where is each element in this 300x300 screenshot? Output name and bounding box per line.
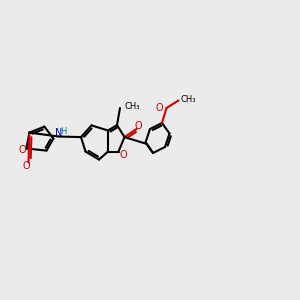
- Text: CH₃: CH₃: [181, 95, 197, 104]
- Text: N: N: [55, 128, 62, 138]
- Text: O: O: [156, 103, 164, 113]
- Text: O: O: [22, 161, 30, 171]
- Text: O: O: [134, 121, 142, 131]
- Text: O: O: [119, 149, 127, 160]
- Text: CH₃: CH₃: [124, 102, 140, 111]
- Text: O: O: [19, 145, 27, 155]
- Text: H: H: [60, 127, 66, 136]
